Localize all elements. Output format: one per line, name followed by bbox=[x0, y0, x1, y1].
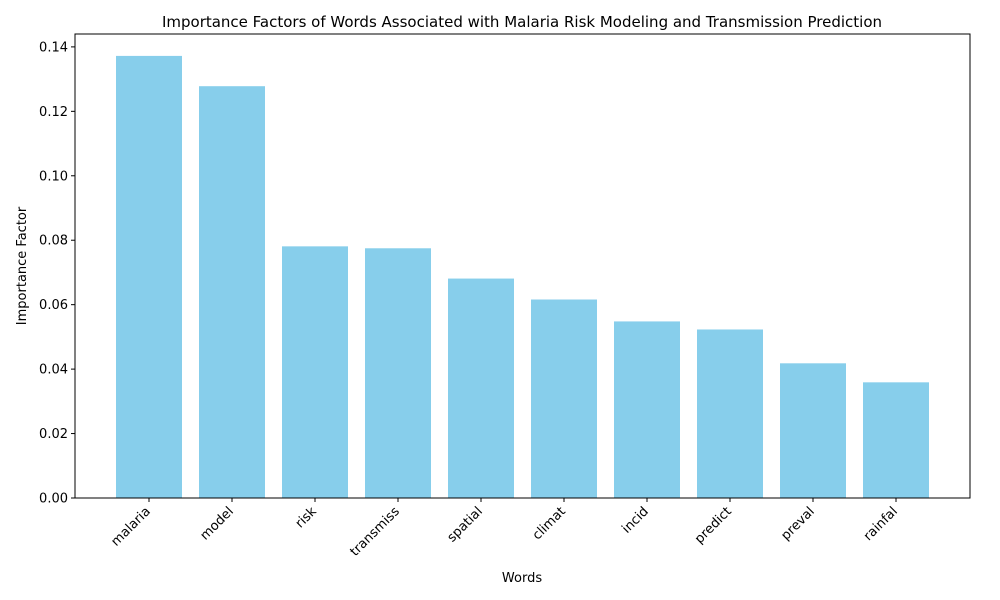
y-tick-label: 0.14 bbox=[39, 40, 68, 55]
bar-predict bbox=[697, 329, 763, 498]
y-tick-label: 0.04 bbox=[39, 363, 68, 378]
chart-title: Importance Factors of Words Associated w… bbox=[162, 13, 882, 31]
y-axis: 0.00 0.02 0.04 0.06 0.08 0.10 0.12 0.14 bbox=[39, 40, 75, 507]
y-tick-label: 0.12 bbox=[39, 105, 68, 120]
x-tick-label: climat bbox=[530, 504, 569, 543]
x-axis-label: Words bbox=[502, 571, 542, 586]
y-tick-label: 0.00 bbox=[39, 492, 68, 507]
y-tick-label: 0.10 bbox=[39, 169, 68, 184]
y-tick-label: 0.02 bbox=[39, 427, 68, 442]
bar-preval bbox=[780, 363, 846, 498]
bar-climat bbox=[531, 299, 597, 498]
x-tick-label: model bbox=[198, 504, 237, 543]
bar-incid bbox=[614, 321, 680, 498]
x-tick-label: rainfal bbox=[861, 504, 901, 544]
bars-group bbox=[116, 55, 929, 499]
bar-malaria bbox=[116, 55, 182, 499]
y-tick-label: 0.06 bbox=[39, 298, 68, 313]
x-tick-label: predict bbox=[692, 504, 735, 547]
x-tick-label: transmiss bbox=[347, 504, 402, 559]
y-axis-label: Importance Factor bbox=[15, 206, 30, 325]
x-tick-label: preval bbox=[779, 504, 818, 543]
bar-model bbox=[199, 86, 265, 498]
plot-frame bbox=[74, 33, 971, 499]
x-tick-label: incid bbox=[619, 504, 651, 536]
bar-risk bbox=[282, 246, 348, 498]
y-tick-label: 0.08 bbox=[39, 234, 68, 249]
x-tick-label: spatial bbox=[445, 504, 486, 545]
x-axis: malaria model risk transmiss spatial climat in… bbox=[108, 498, 901, 560]
bar-rainfal bbox=[863, 382, 929, 498]
bar-transmiss bbox=[365, 248, 431, 498]
x-tick-label: malaria bbox=[108, 504, 153, 549]
x-tick-label: risk bbox=[293, 504, 320, 531]
bar-spatial bbox=[448, 278, 514, 498]
